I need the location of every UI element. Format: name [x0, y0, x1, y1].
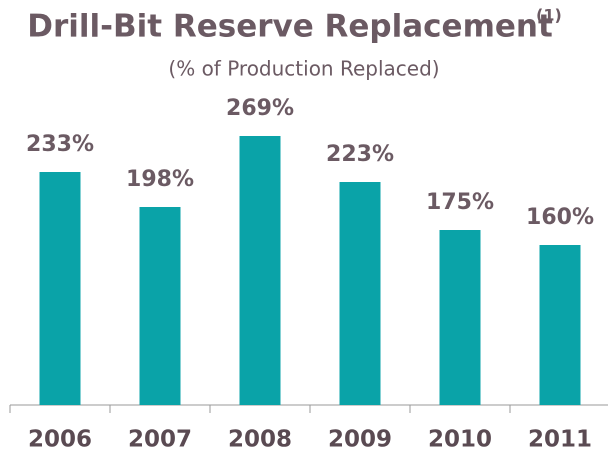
value-label: 198% [126, 167, 194, 192]
chart-title: Drill-Bit Reserve Replacement [27, 9, 553, 45]
bar [539, 245, 581, 405]
x-tick-label: 2007 [128, 427, 192, 453]
bar [339, 182, 381, 405]
x-tick-label: 2008 [228, 427, 292, 453]
chart-subtitle: (% of Production Replaced) [168, 57, 439, 81]
x-tick-label: 2009 [328, 427, 392, 453]
value-label: 223% [326, 142, 394, 167]
bar [439, 230, 481, 405]
x-tick-label: 2011 [528, 427, 592, 453]
value-label: 160% [526, 205, 594, 230]
x-tick-label: 2010 [428, 427, 492, 453]
x-tick-label: 2006 [28, 427, 92, 453]
value-label: 269% [226, 96, 294, 121]
bar [139, 207, 181, 405]
value-label: 175% [426, 190, 494, 215]
value-label: 233% [26, 132, 94, 157]
bar [239, 136, 281, 405]
title-superscript: (1) [536, 6, 562, 25]
bar [39, 172, 81, 405]
